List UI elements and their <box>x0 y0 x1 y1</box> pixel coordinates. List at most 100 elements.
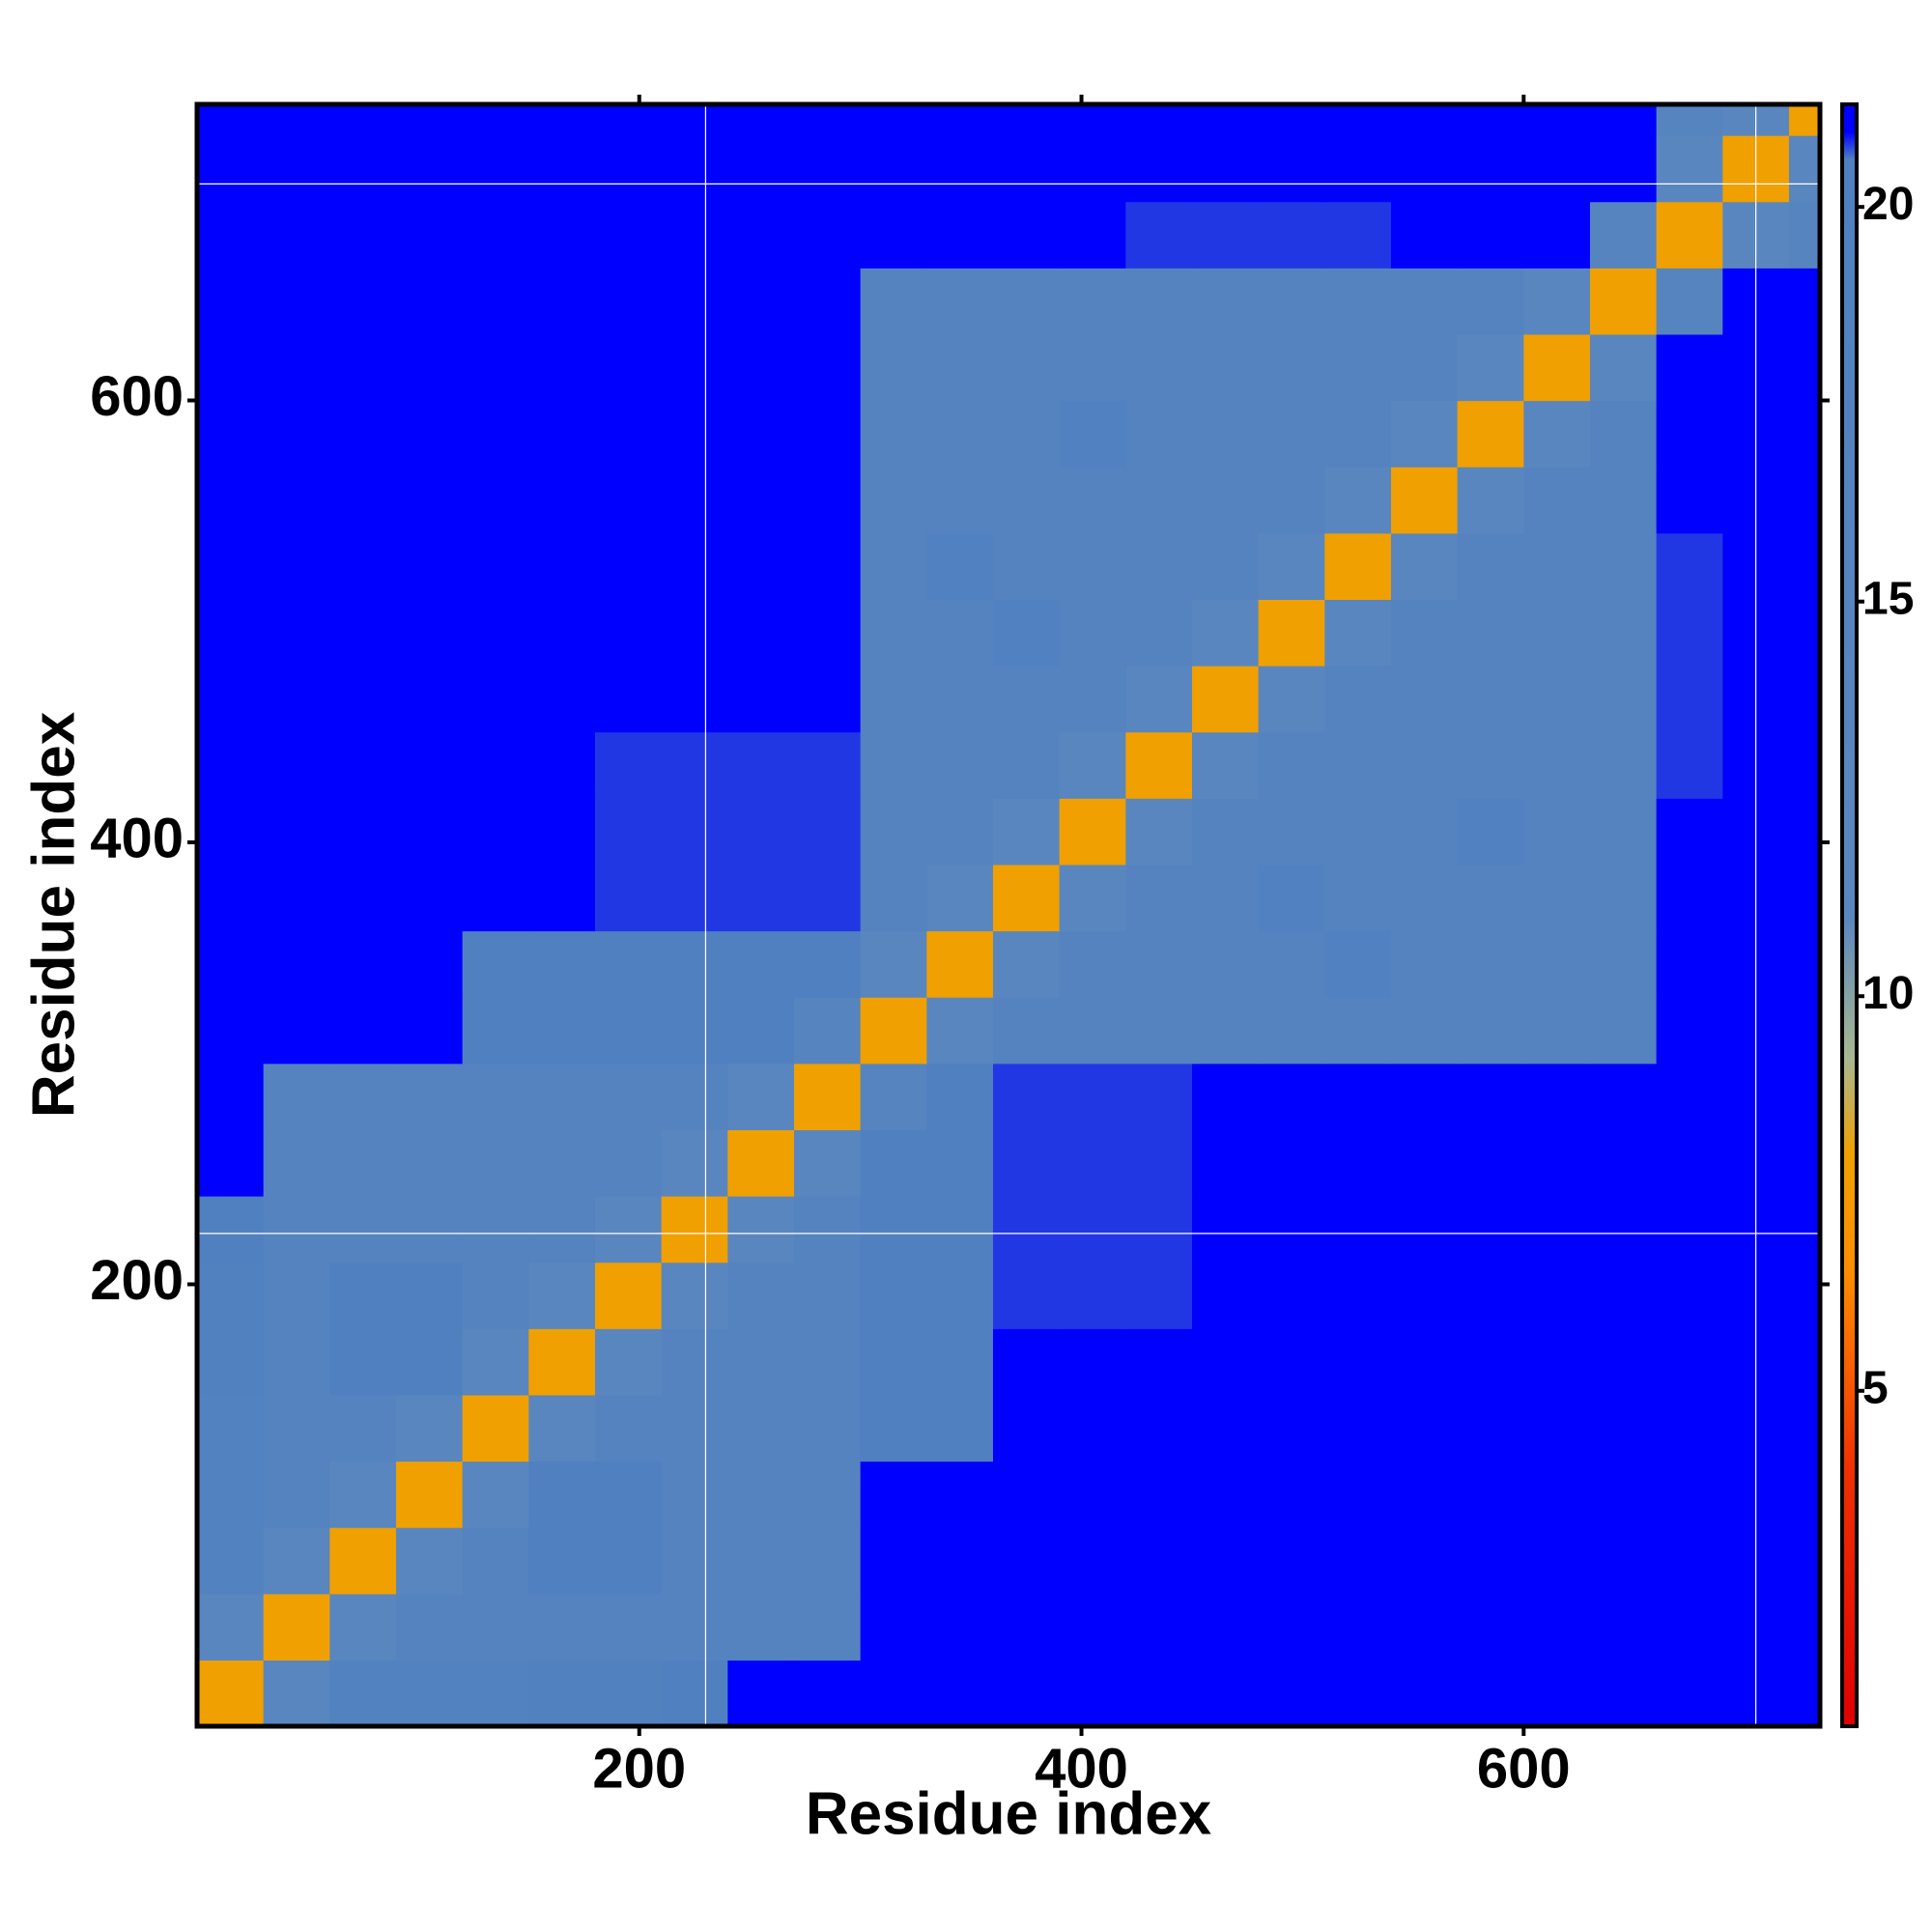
heatmap-cell <box>1589 930 1658 998</box>
heatmap-cell <box>1191 1328 1260 1396</box>
heatmap-cell <box>727 532 795 600</box>
y-tick-label: 400 <box>90 807 184 869</box>
heatmap-cell <box>1191 1129 1260 1197</box>
colorbar-tick-label: 20 <box>1862 179 1914 230</box>
heatmap-cell <box>1788 599 1821 667</box>
heatmap-cell <box>1258 997 1325 1065</box>
heatmap-cell <box>793 798 862 866</box>
heatmap-cell <box>860 1063 927 1130</box>
heatmap-cell <box>462 104 529 136</box>
heatmap-cell <box>1191 1394 1260 1463</box>
heatmap-cell <box>594 1394 663 1463</box>
heatmap-cell <box>1059 798 1126 866</box>
heatmap-cell <box>528 333 596 402</box>
heatmap-cell <box>1457 1262 1524 1329</box>
heatmap-cell <box>661 1593 728 1661</box>
heatmap-cell <box>926 666 994 733</box>
heatmap-cell <box>462 1262 529 1329</box>
heatmap-cell <box>329 997 397 1065</box>
heatmap-cell <box>263 400 330 468</box>
heatmap-cell <box>992 930 1061 998</box>
heatmap-cell <box>462 201 529 269</box>
heatmap-cell <box>992 666 1061 733</box>
heatmap-cell <box>395 135 464 203</box>
heatmap-cell <box>197 201 265 269</box>
heatmap-cell <box>793 201 862 269</box>
heatmap-cell <box>1258 798 1325 866</box>
heatmap-cell <box>594 1262 663 1329</box>
heatmap-cell <box>926 997 994 1065</box>
heatmap-cell <box>1589 201 1658 269</box>
heatmap-cell <box>1589 997 1658 1065</box>
heatmap-cell <box>329 930 397 998</box>
heatmap-cell <box>926 930 994 998</box>
heatmap-cell <box>197 268 265 335</box>
heatmap-cell <box>793 104 862 136</box>
heatmap-cell <box>1589 1527 1658 1595</box>
heatmap-cell <box>395 400 464 468</box>
heatmap-cell <box>1788 798 1821 866</box>
heatmap-cell <box>1523 135 1591 203</box>
heatmap-cell <box>992 532 1061 600</box>
heatmap-cell <box>1324 1262 1392 1329</box>
heatmap-cell <box>1457 467 1524 534</box>
heatmap-cell <box>329 599 397 667</box>
heatmap-cell <box>395 1129 464 1197</box>
heatmap-cell <box>594 1328 663 1396</box>
heatmap-cell <box>1059 930 1126 998</box>
heatmap-cell <box>528 997 596 1065</box>
heatmap-cell <box>727 1394 795 1463</box>
heatmap-cell <box>1125 333 1193 402</box>
heatmap-cell <box>528 666 596 733</box>
heatmap-cell <box>1059 1063 1126 1130</box>
heatmap-cell <box>1390 666 1459 733</box>
heatmap-cell <box>263 1328 330 1396</box>
heatmap-cell <box>992 864 1061 932</box>
heatmap-cell <box>1258 1394 1325 1463</box>
heatmap-cell <box>197 1328 265 1396</box>
x-tick-label: 400 <box>1035 1737 1128 1800</box>
heatmap-cell <box>1788 1593 1821 1661</box>
heatmap-cell <box>793 268 862 335</box>
heatmap-cell <box>263 268 330 335</box>
heatmap-cell <box>1656 1063 1723 1130</box>
heatmap-cell <box>1390 1328 1459 1396</box>
colorbar <box>1840 102 1859 1728</box>
heatmap-cell <box>462 1527 529 1595</box>
heatmap-cell <box>1258 1063 1325 1130</box>
heatmap-cell <box>1258 400 1325 468</box>
heatmap-cell <box>1191 1660 1260 1727</box>
heatmap-cell <box>992 731 1061 799</box>
heatmap-cell <box>1656 333 1723 402</box>
heatmap-cell <box>329 1262 397 1329</box>
heatmap-cell <box>661 400 728 468</box>
heatmap-cell <box>1059 1262 1126 1329</box>
heatmap-cell <box>1523 1461 1591 1528</box>
heatmap-cell <box>661 1063 728 1130</box>
heatmap-cell <box>1589 400 1658 468</box>
heatmap-cell <box>1125 1461 1193 1528</box>
heatmap-cell <box>1523 1328 1591 1396</box>
heatmap-cell <box>1788 1328 1821 1396</box>
heatmap-cell <box>1324 104 1392 136</box>
heatmap-cell <box>1059 467 1126 534</box>
heatmap-cell <box>992 1129 1061 1197</box>
heatmap-cell <box>329 135 397 203</box>
heatmap-cell <box>661 104 728 136</box>
heatmap-cell <box>926 1129 994 1197</box>
heatmap-cell <box>1656 1394 1723 1463</box>
heatmap-cell <box>661 1527 728 1595</box>
heatmap-cell <box>860 1394 927 1463</box>
heatmap-cell <box>1258 1328 1325 1396</box>
heatmap-cell <box>860 1527 927 1595</box>
heatmap-cell <box>1258 599 1325 667</box>
heatmap-cell <box>395 1394 464 1463</box>
heatmap-cell <box>1457 1394 1524 1463</box>
heatmap-cell <box>197 1129 265 1197</box>
heatmap-cell <box>1656 864 1723 932</box>
heatmap-cell <box>860 333 927 402</box>
heatmap-cell <box>1589 731 1658 799</box>
heatmap-cell <box>1059 1593 1126 1661</box>
y-tick-label: 600 <box>90 365 184 428</box>
